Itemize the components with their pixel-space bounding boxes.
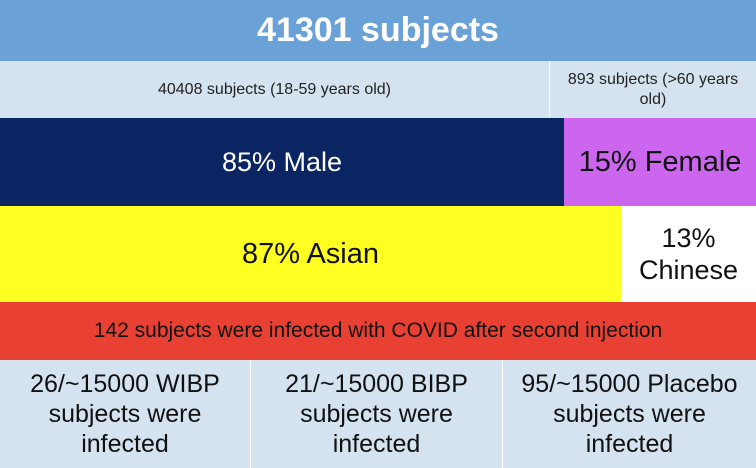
chinese-share-label: 13% Chinese xyxy=(638,222,739,285)
bibp-result-label: 21/~15000 BIBP subjects were infected xyxy=(285,370,468,458)
total-subjects-title: 41301 subjects xyxy=(0,0,756,61)
age-group-over-60: 893 subjects (>60 years old) xyxy=(549,61,756,118)
wibp-result-label: 26/~15000 WIBP subjects were infected xyxy=(30,370,220,458)
chinese-share-block: 13% Chinese xyxy=(621,206,756,302)
age-group-over-60-label: 893 subjects (>60 years old) xyxy=(567,71,739,108)
age-group-18-59-label: 40408 subjects (18-59 years old) xyxy=(157,80,392,98)
infected-summary-label: 142 subjects were infected with COVID af… xyxy=(93,319,663,343)
wibp-result-block: 26/~15000 WIBP subjects were infected xyxy=(0,360,250,468)
total-subjects-label: 41301 subjects xyxy=(257,11,499,50)
age-group-18-59: 40408 subjects (18-59 years old) xyxy=(0,61,549,118)
asian-share-label: 87% Asian xyxy=(241,237,380,270)
infected-summary-block: 142 subjects were infected with COVID af… xyxy=(0,302,756,360)
bibp-result-block: 21/~15000 BIBP subjects were infected xyxy=(250,360,502,468)
male-share-block: 85% Male xyxy=(0,118,564,206)
female-share-block: 15% Female xyxy=(564,118,756,206)
placebo-result-label: 95/~15000 Placebo subjects were infected xyxy=(521,370,738,458)
placebo-result-block: 95/~15000 Placebo subjects were infected xyxy=(502,360,756,468)
female-share-label: 15% Female xyxy=(578,145,742,178)
male-share-label: 85% Male xyxy=(221,146,343,177)
asian-share-block: 87% Asian xyxy=(0,206,621,302)
